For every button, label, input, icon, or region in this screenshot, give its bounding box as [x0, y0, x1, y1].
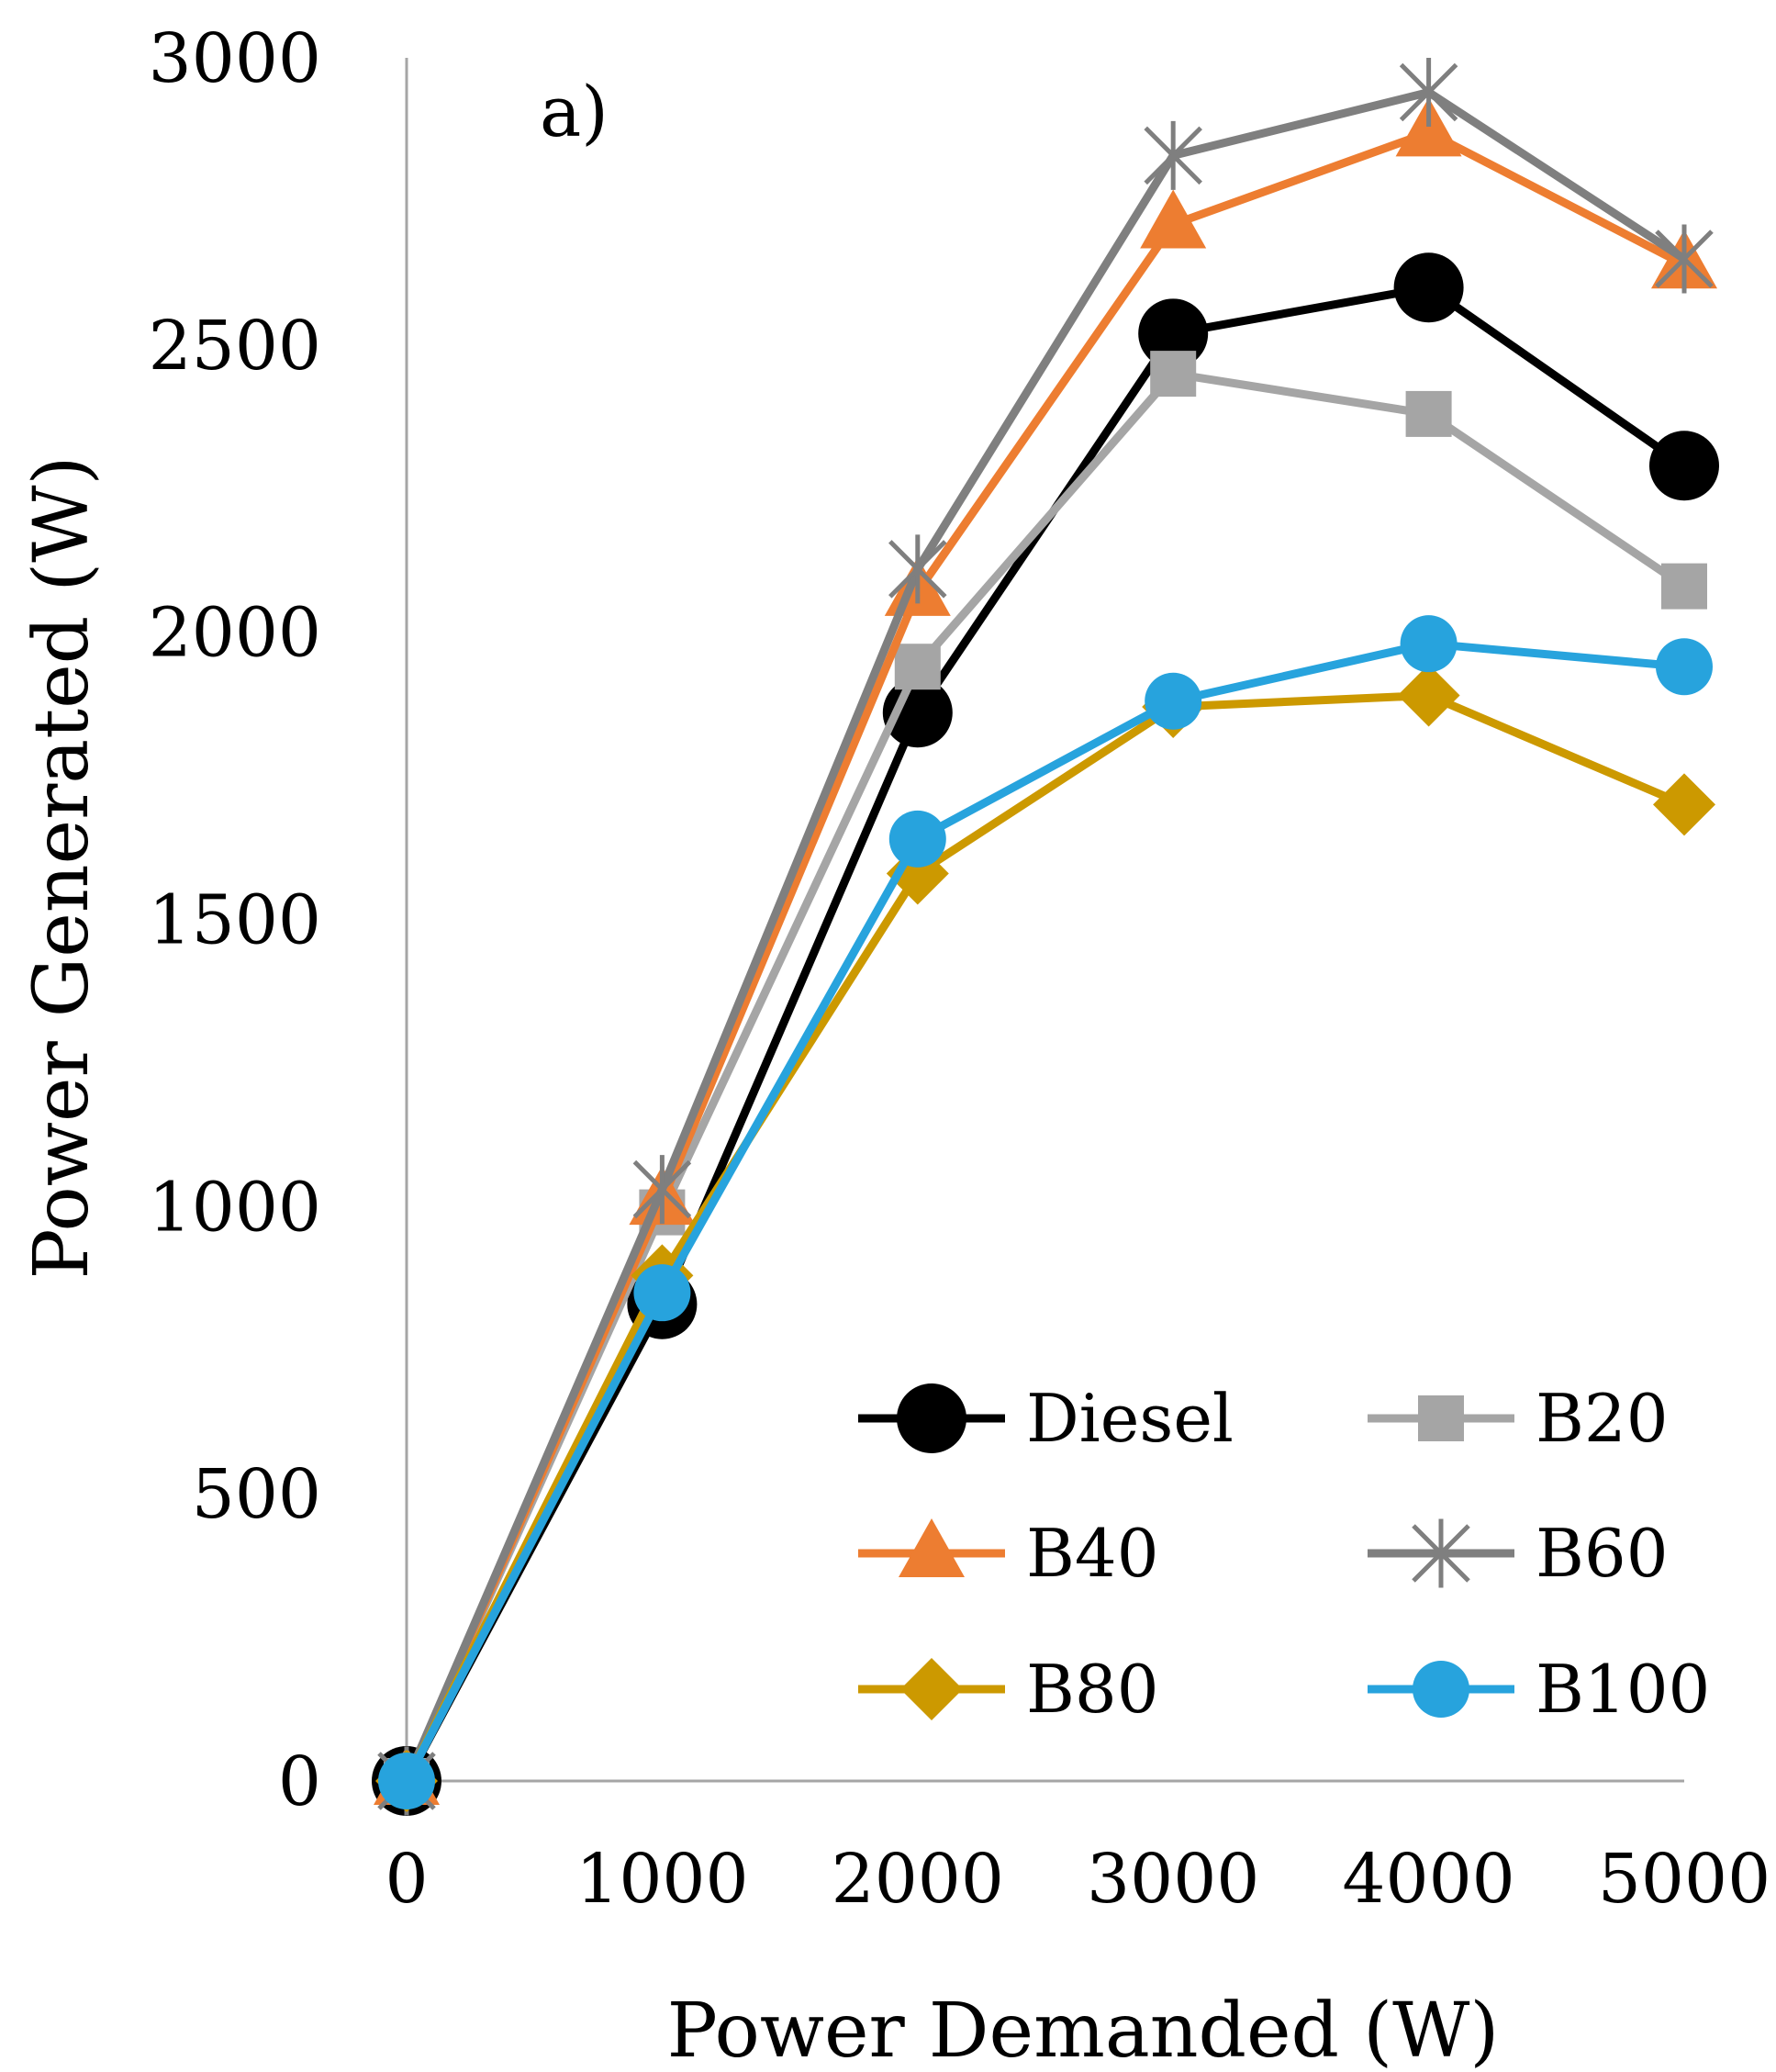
x-axis-title: Power Demanded (W) [667, 1988, 1500, 2072]
y-tick-label: 1500 [149, 881, 321, 960]
data-point [1661, 563, 1707, 610]
x-tick-label: 5000 [1598, 1840, 1770, 1919]
x-tick-label: 4000 [1342, 1840, 1514, 1919]
legend-marker [1413, 1661, 1469, 1718]
data-point [1393, 252, 1464, 323]
legend-marker [1418, 1395, 1464, 1441]
data-point [1140, 189, 1207, 249]
data-point [1145, 672, 1202, 730]
data-point [1150, 351, 1197, 398]
x-tick-label: 0 [385, 1840, 428, 1919]
data-point [1649, 431, 1719, 501]
legend-item-b60: B60 [1368, 1515, 1669, 1592]
data-point [894, 644, 941, 690]
y-tick-label: 3000 [149, 19, 321, 98]
series-line [403, 639, 1685, 1784]
y-tick-label: 2000 [149, 594, 321, 673]
legend-item-b100: B100 [1368, 1651, 1710, 1728]
axes [405, 58, 1684, 1783]
legend-marker [897, 1383, 966, 1453]
data-point [1656, 638, 1713, 696]
data-point [1655, 224, 1714, 294]
y-tick-label: 0 [278, 1742, 321, 1821]
data-point [378, 1753, 435, 1809]
data-point [1405, 390, 1452, 437]
legend-item-diesel: Diesel [858, 1380, 1234, 1457]
legend-item-b80: B80 [858, 1651, 1159, 1728]
series-b80 [375, 664, 1715, 1812]
data-point [1395, 97, 1462, 157]
data-point [1653, 773, 1715, 836]
legend-marker [900, 1658, 963, 1720]
data-point [888, 534, 947, 604]
legend-label: B40 [1026, 1515, 1159, 1592]
legend-item-b20: B20 [1368, 1380, 1669, 1457]
x-tick-label: 1000 [575, 1840, 748, 1919]
data-point [633, 1264, 691, 1322]
data-point [1400, 615, 1458, 673]
legend-label: B60 [1536, 1515, 1669, 1592]
legend-label: Diesel [1026, 1380, 1234, 1457]
y-axis-title: Power Generated (W) [18, 456, 106, 1280]
series-line [402, 88, 1687, 1783]
x-tick-labels: 0 1000 2000 3000 4000 5000 [385, 1840, 1770, 1919]
legend-marker [1412, 1518, 1470, 1588]
panel-label: a) [540, 71, 609, 152]
data-point [1399, 58, 1458, 128]
legend-label: B20 [1536, 1380, 1669, 1457]
legend-label: B100 [1536, 1651, 1710, 1728]
data-point [632, 1155, 692, 1225]
legend-marker [899, 1518, 965, 1577]
data-point [1144, 120, 1202, 190]
series-line [402, 690, 1686, 1784]
y-tick-labels: 0 500 1000 1500 2000 2500 3000 [149, 19, 321, 1821]
legend-label: B80 [1026, 1651, 1159, 1728]
series-layer [372, 58, 1719, 1816]
x-tick-label: 2000 [832, 1840, 1004, 1919]
data-point [888, 810, 946, 868]
y-tick-label: 2500 [149, 307, 321, 386]
data-point [1397, 664, 1460, 727]
y-tick-label: 1000 [149, 1168, 321, 1247]
legend-item-b40: B40 [858, 1515, 1159, 1592]
y-tick-label: 500 [192, 1455, 321, 1534]
x-tick-label: 3000 [1087, 1840, 1259, 1919]
series-b100 [378, 615, 1713, 1809]
legend: Diesel B20 B40 B60 B80 B100 [858, 1380, 1710, 1728]
